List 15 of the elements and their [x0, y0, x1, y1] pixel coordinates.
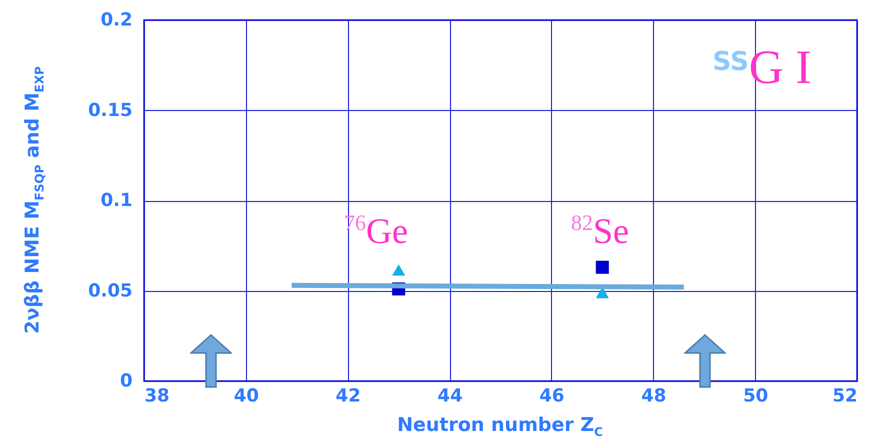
x-axis-title: Neutron number Z$_{C}$ [397, 414, 603, 439]
x-tick-label: 52 [832, 386, 858, 406]
x-tick-label: 48 [641, 386, 666, 406]
x-tick-label: 42 [336, 386, 361, 406]
annotation: $^{82}$Se [571, 210, 629, 252]
x-tick-label: 46 [539, 386, 564, 406]
y-tick-label: 0.05 [88, 280, 132, 302]
y-tick-label: 0.1 [100, 190, 132, 211]
y-tick-label: 0.2 [100, 10, 132, 30]
x-tick-label: 38 [144, 386, 170, 406]
x-tick-label: 44 [438, 386, 463, 406]
x-tick-label: 50 [743, 386, 768, 406]
x-tick-label: 40 [234, 386, 259, 406]
y-tick-label: 0.15 [88, 100, 132, 121]
y-tick-label: 0 [120, 370, 132, 392]
